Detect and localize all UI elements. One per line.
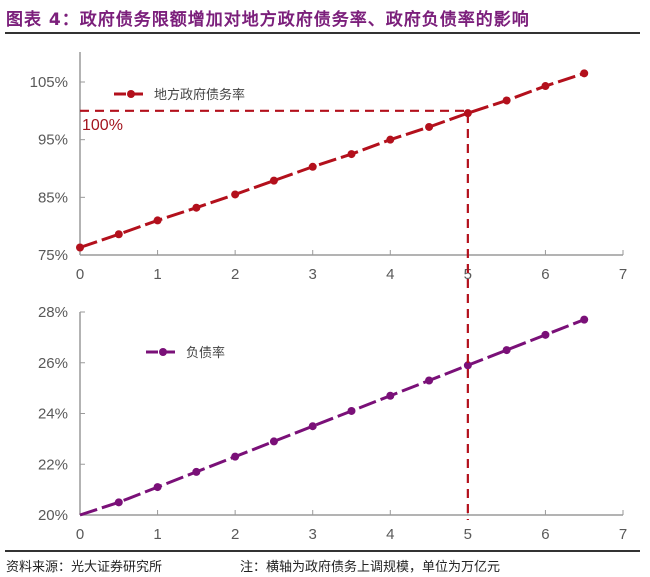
legend-label: 负债率 xyxy=(186,345,225,361)
data-point xyxy=(463,109,472,118)
title-rule xyxy=(5,32,640,34)
data-point xyxy=(541,330,550,339)
liability-ratio-chart: 20% 22% 24% 26% 28% 0 1 2 3 4 5 6 7 负债率 xyxy=(38,304,627,543)
y-tick-label: 20% xyxy=(38,507,68,524)
y-tick-label: 95% xyxy=(38,132,68,149)
x-tick-label: 0 xyxy=(76,266,84,283)
data-point xyxy=(308,422,317,431)
data-point xyxy=(502,96,511,105)
data-point xyxy=(269,176,278,185)
x-tick-label: 7 xyxy=(619,266,627,283)
data-point xyxy=(386,135,395,144)
y-tick-label: 28% xyxy=(38,304,68,321)
data-point xyxy=(541,82,550,91)
data-point xyxy=(192,467,201,476)
series-line xyxy=(79,71,585,249)
y-tick-label: 105% xyxy=(30,74,68,91)
x-tick-label: 1 xyxy=(153,266,161,283)
data-point xyxy=(502,346,511,355)
data-point xyxy=(580,315,589,324)
data-point xyxy=(192,203,201,212)
x-tick-label: 4 xyxy=(386,266,394,283)
x-tick-label: 3 xyxy=(309,266,317,283)
data-point xyxy=(114,230,123,239)
x-tick-label: 2 xyxy=(231,526,239,543)
legend-label: 地方政府债务率 xyxy=(154,87,245,103)
data-point xyxy=(231,452,240,461)
footer: 资料来源：光大证券研究所 注：横轴为政府债务上调规模，单位为万亿元 xyxy=(6,556,500,575)
local-debt-ratio-chart: 75% 85% 95% 105% 0 1 2 3 4 5 6 7 地方政府债务率 100% xyxy=(30,52,627,283)
data-point xyxy=(347,150,356,159)
x-tick-label: 1 xyxy=(153,526,161,543)
x-tick-label: 5 xyxy=(464,526,472,543)
footer-rule xyxy=(5,550,640,552)
x-tick-label: 2 xyxy=(231,266,239,283)
x-tick-label: 4 xyxy=(386,526,394,543)
data-point xyxy=(153,483,162,492)
data-point xyxy=(425,376,434,385)
reference-label: 100% xyxy=(82,117,123,134)
y-tick-label: 26% xyxy=(38,355,68,372)
y-tick-label: 85% xyxy=(38,189,68,206)
y-tick-label: 75% xyxy=(38,247,68,264)
data-point xyxy=(114,498,123,507)
data-point xyxy=(425,122,434,131)
data-point xyxy=(580,69,589,78)
x-tick-label: 0 xyxy=(76,526,84,543)
data-point xyxy=(347,406,356,415)
series-line xyxy=(79,318,585,517)
source-text: 资料来源：光大证券研究所 xyxy=(6,560,163,575)
figure-title: 图表 4：政府债务限额增加对地方政府债务率、政府负债率的影响 xyxy=(6,10,530,30)
x-tick-label: 5 xyxy=(464,266,472,283)
legend-item: 地方政府债务率 xyxy=(114,87,245,103)
x-tick-label: 7 xyxy=(619,526,627,543)
x-tick-label: 6 xyxy=(541,266,549,283)
y-tick-label: 24% xyxy=(38,406,68,423)
data-point xyxy=(386,391,395,400)
data-point xyxy=(76,243,84,252)
y-tick-label: 22% xyxy=(38,456,68,473)
x-tick-label: 6 xyxy=(541,526,549,543)
legend-item: 负债率 xyxy=(146,345,225,361)
x-tick-label: 3 xyxy=(309,526,317,543)
data-point xyxy=(308,162,317,171)
data-point xyxy=(269,437,278,446)
data-point xyxy=(153,216,162,225)
data-point xyxy=(231,190,240,199)
data-point xyxy=(463,361,472,370)
note-text: 注：横轴为政府债务上调规模，单位为万亿元 xyxy=(240,560,501,575)
